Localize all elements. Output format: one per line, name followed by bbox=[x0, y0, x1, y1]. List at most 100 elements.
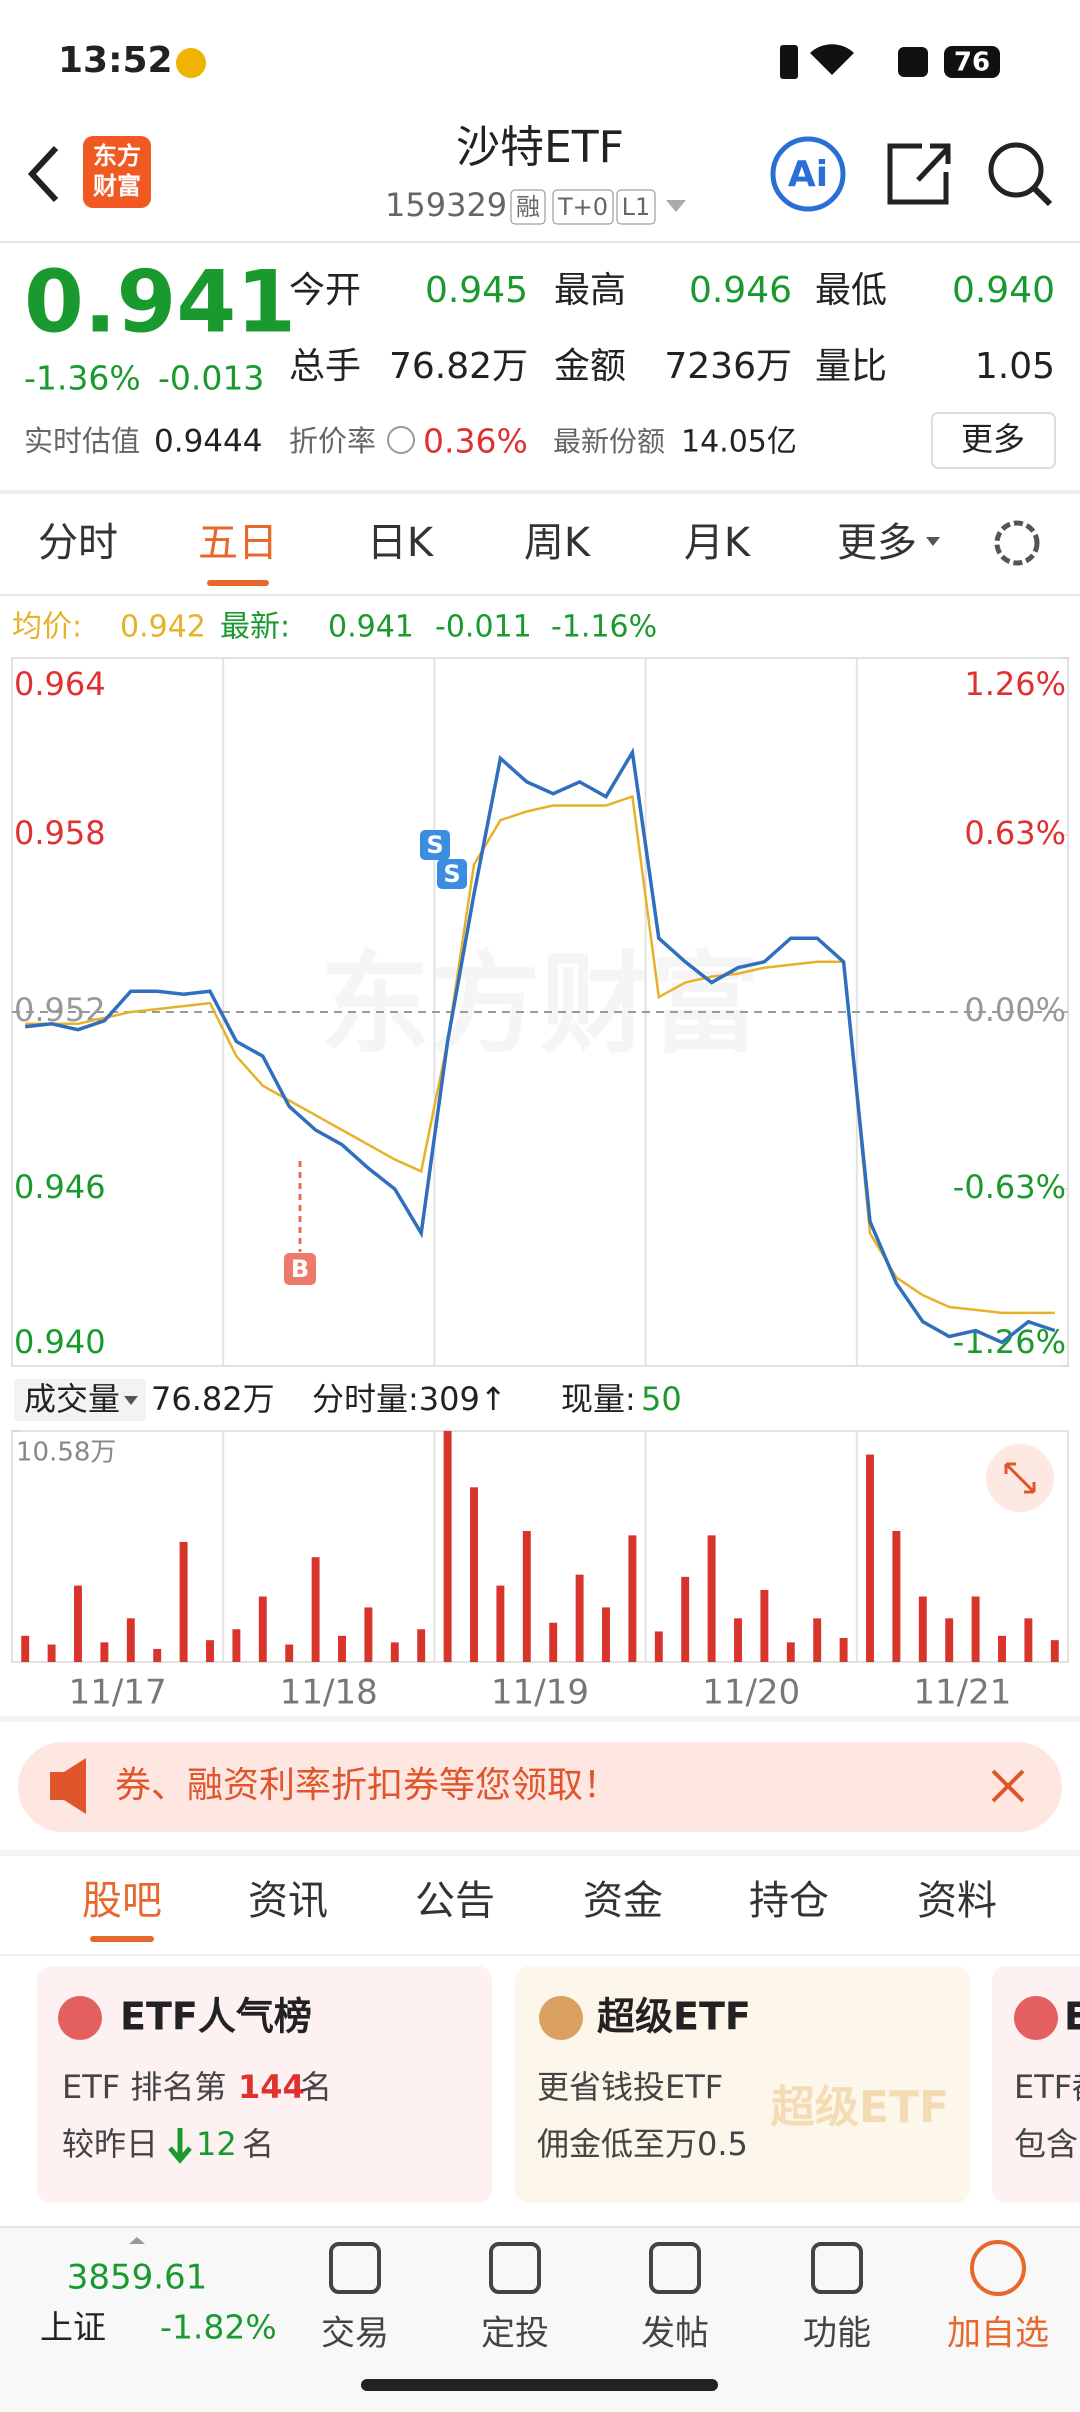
divider bbox=[0, 241, 1080, 243]
period-tab[interactable]: 周K bbox=[524, 520, 592, 566]
change-pct: -1.36% bbox=[24, 359, 141, 398]
volume-bar bbox=[575, 1574, 584, 1662]
volume-bar bbox=[549, 1622, 558, 1662]
estimate-label: 实时估值 bbox=[24, 424, 140, 458]
expand-icon bbox=[1004, 1462, 1036, 1494]
search-button[interactable] bbox=[988, 142, 1044, 198]
badge: T+0 bbox=[557, 193, 608, 221]
battery-level: 76 bbox=[954, 48, 990, 78]
card-icon bbox=[58, 1996, 102, 2040]
expand-arrow[interactable] bbox=[129, 2237, 145, 2244]
nav-label[interactable]: 加自选 bbox=[947, 2314, 1049, 2354]
notify-icon bbox=[898, 47, 928, 77]
volume-bar bbox=[285, 1644, 294, 1662]
down-arrow bbox=[168, 2128, 192, 2164]
volume-bar bbox=[839, 1637, 848, 1662]
card[interactable] bbox=[992, 1966, 1080, 2203]
volume-bar bbox=[892, 1530, 901, 1662]
period-tab[interactable]: 五日 bbox=[198, 520, 278, 566]
dropdown-arrow[interactable] bbox=[666, 200, 686, 212]
y2-tick-label: 0.00% bbox=[964, 991, 1066, 1029]
period-tabs: 分时 五日 日K 周K 月K 更多 bbox=[38, 520, 940, 586]
search-handle bbox=[1031, 185, 1053, 207]
card-icon bbox=[1014, 1996, 1058, 2040]
banner-close[interactable] bbox=[991, 1769, 1025, 1803]
stat-value: 0.946 bbox=[689, 270, 792, 311]
banner-text: 券、融资利率折扣券等您领取！ bbox=[115, 1765, 619, 1806]
section-tab[interactable]: 资料 bbox=[917, 1878, 997, 1924]
card-text: 名 bbox=[300, 2068, 332, 2106]
volume-bar bbox=[470, 1487, 478, 1662]
period-tab[interactable]: 分时 bbox=[38, 520, 118, 566]
nav-icon bbox=[970, 2240, 1026, 2296]
share-button[interactable] bbox=[887, 143, 951, 205]
stat-value: 0.940 bbox=[952, 270, 1055, 311]
card[interactable] bbox=[37, 1966, 492, 2203]
more-label: 更多 bbox=[961, 420, 1025, 458]
megaphone-icon bbox=[50, 1758, 86, 1814]
volume-bar bbox=[443, 1431, 452, 1662]
divider bbox=[0, 1954, 1080, 1956]
section-tab[interactable]: 资讯 bbox=[248, 1878, 328, 1924]
card-icon bbox=[539, 1996, 583, 2040]
buy-marker[interactable] bbox=[284, 1253, 316, 1285]
volume-bar bbox=[1050, 1640, 1059, 1662]
avg-value: 0.942 bbox=[120, 610, 206, 645]
period-tab[interactable]: 月K bbox=[684, 520, 752, 566]
info-icon[interactable] bbox=[387, 426, 415, 454]
divider bbox=[0, 1716, 1080, 1722]
tab-underline bbox=[90, 1936, 154, 1942]
period-tab[interactable]: 日K bbox=[367, 520, 435, 566]
volume-bar bbox=[628, 1535, 637, 1662]
avg-label: 均价: bbox=[12, 610, 82, 645]
x-tick-label: 11/17 bbox=[69, 1673, 167, 1713]
stat-label: 最高 bbox=[554, 270, 626, 311]
back-button[interactable] bbox=[27, 145, 59, 203]
volume-bar bbox=[153, 1648, 162, 1662]
section-tab[interactable]: 公告 bbox=[415, 1878, 495, 1924]
ai-button[interactable] bbox=[770, 136, 846, 212]
x-tick-label: 11/19 bbox=[491, 1673, 589, 1713]
wifi-icon bbox=[810, 44, 854, 75]
volume-bar bbox=[786, 1642, 795, 1662]
nav-label[interactable]: 定投 bbox=[481, 2314, 549, 2354]
volume-bar bbox=[258, 1596, 267, 1662]
sell-marker[interactable] bbox=[437, 859, 467, 889]
badge-box bbox=[510, 189, 546, 225]
tab-underline bbox=[207, 580, 269, 586]
y-tick-label: 0.958 bbox=[14, 814, 106, 852]
card-title: ETF bbox=[1064, 1995, 1080, 2039]
badge-box bbox=[616, 189, 656, 225]
volume-bar bbox=[760, 1589, 769, 1662]
stats: 今开 0.945 最高 0.946 最低 0.940 总手 76.82万 金额 7236万 量比 1.… bbox=[289, 270, 1055, 387]
discount: 0.36% bbox=[423, 422, 528, 461]
nav-label[interactable]: 功能 bbox=[803, 2314, 871, 2354]
price: 0.941 bbox=[24, 252, 296, 352]
marker-label: S bbox=[426, 831, 443, 859]
settings-button[interactable] bbox=[994, 520, 1040, 566]
card-title: ETF人气榜 bbox=[120, 1995, 312, 2039]
volume-bar bbox=[390, 1642, 399, 1662]
section-tab[interactable]: 资金 bbox=[583, 1878, 663, 1924]
volume-bar bbox=[496, 1585, 505, 1662]
nav-label[interactable]: 交易 bbox=[321, 2314, 389, 2354]
period-tab[interactable]: 更多 bbox=[837, 520, 917, 566]
section-tabs: 股吧 资讯 公告 资金 持仓 资料 bbox=[82, 1878, 997, 1942]
card[interactable] bbox=[515, 1966, 970, 2203]
card-text: ETF都 bbox=[1014, 2068, 1080, 2106]
stat-label: 量比 bbox=[815, 346, 887, 387]
nav-label[interactable]: 发帖 bbox=[641, 2314, 709, 2354]
y2-tick-label: -0.63% bbox=[953, 1168, 1066, 1206]
card-decor: 超级ETF bbox=[771, 2082, 949, 2133]
price-line bbox=[25, 747, 1056, 1345]
banner[interactable] bbox=[18, 1742, 1062, 1832]
vibrate-icon bbox=[780, 45, 798, 79]
section-tab[interactable]: 股吧 bbox=[82, 1878, 162, 1924]
card-text: 更省钱投ETF bbox=[537, 2068, 723, 2106]
section-tab[interactable]: 持仓 bbox=[749, 1878, 829, 1924]
volume-bar bbox=[21, 1635, 30, 1662]
more-button[interactable] bbox=[931, 412, 1056, 469]
volume-selector[interactable] bbox=[14, 1379, 146, 1421]
sell-marker[interactable] bbox=[420, 830, 450, 860]
